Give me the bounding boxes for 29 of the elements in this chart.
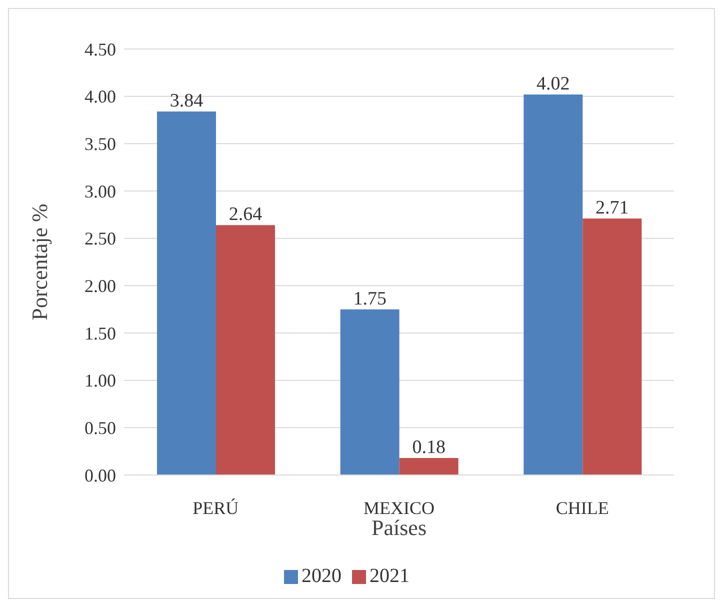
y-tick-label: 4.50 — [84, 39, 116, 60]
legend-label: 2020 — [302, 565, 342, 587]
y-tick-label: 3.00 — [84, 181, 116, 202]
y-tick-label: 1.50 — [84, 323, 116, 344]
y-axis-title: Porcentaje % — [26, 204, 52, 320]
data-label: 3.84 — [170, 90, 204, 112]
data-label: 2.64 — [228, 204, 263, 226]
legend-label: 2021 — [370, 565, 410, 587]
bar — [216, 225, 275, 475]
y-tick-label: 0.00 — [84, 465, 116, 486]
data-label: 1.75 — [353, 288, 386, 310]
data-label: 0.18 — [412, 436, 446, 458]
bar — [524, 94, 583, 475]
x-axis-title: Países — [372, 515, 426, 540]
y-tick-label: 2.50 — [84, 228, 116, 249]
bar — [582, 218, 642, 475]
y-tick-label: 1.00 — [84, 370, 116, 391]
y-tick-label: 4.00 — [84, 86, 116, 107]
bar — [399, 458, 458, 475]
y-tick-label: 0.50 — [84, 418, 116, 438]
x-tick-label: MEXICO — [364, 498, 434, 518]
x-tick-label: PERÚ — [192, 498, 239, 518]
x-tick-label: CHILE — [556, 498, 609, 518]
bar — [340, 309, 400, 475]
data-label: 2.71 — [596, 197, 629, 218]
y-tick-label: 2.00 — [84, 276, 116, 296]
data-label: 4.02 — [536, 73, 570, 94]
y-tick-label: 3.50 — [84, 134, 116, 154]
bar — [157, 111, 216, 475]
